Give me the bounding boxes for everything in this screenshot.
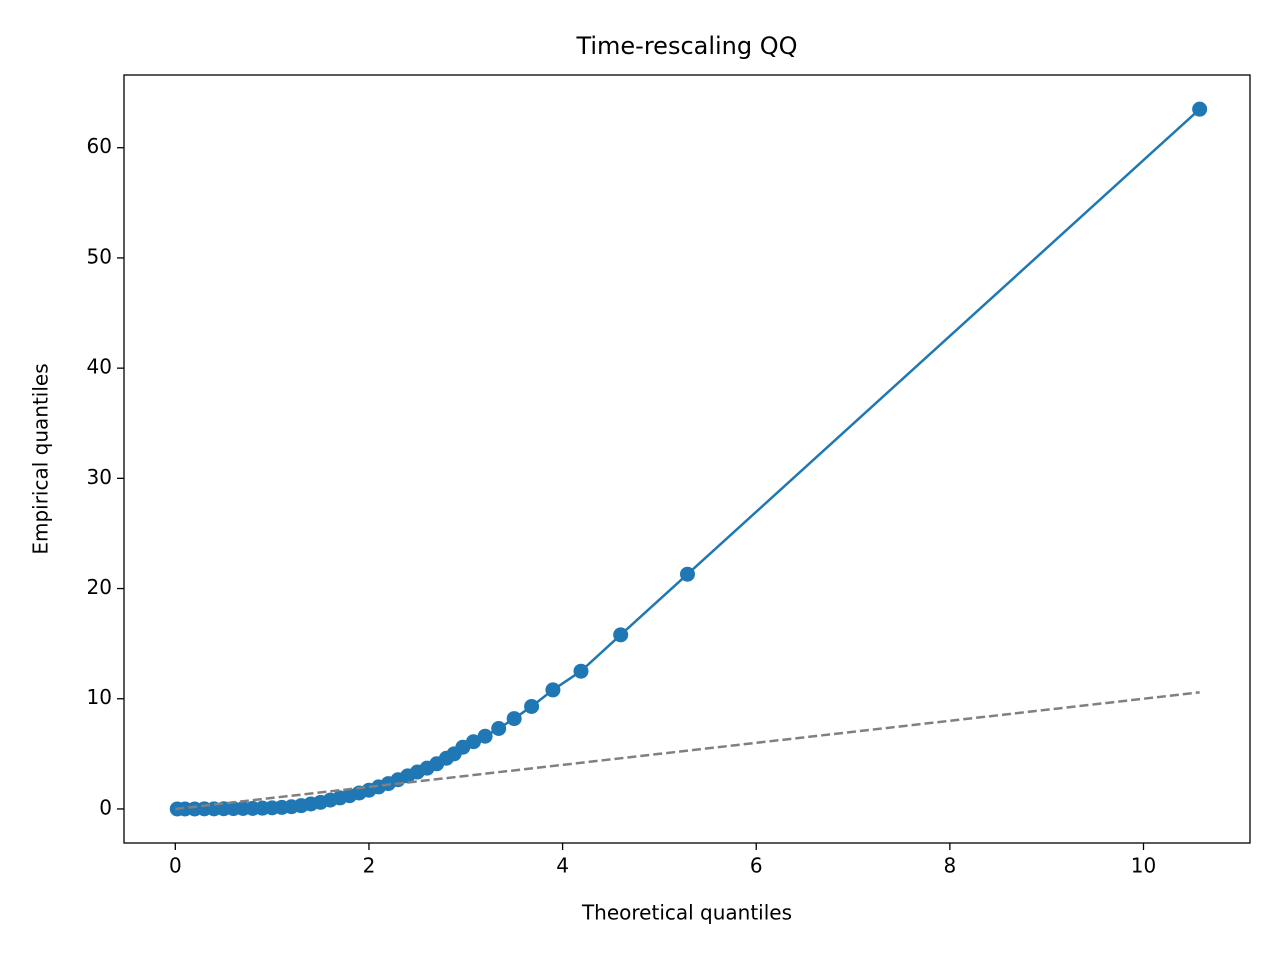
point bbox=[524, 698, 540, 714]
x-tick-label: 6 bbox=[750, 854, 763, 878]
y-tick-label: 60 bbox=[87, 134, 112, 158]
y-tick-label: 20 bbox=[87, 575, 112, 599]
point bbox=[506, 711, 522, 727]
point bbox=[466, 734, 482, 750]
plot-frame bbox=[123, 74, 1251, 844]
point bbox=[573, 663, 589, 679]
point bbox=[1192, 101, 1208, 117]
x-tick-label: 8 bbox=[943, 854, 956, 878]
y-tick-label: 30 bbox=[87, 465, 112, 489]
y-axis-label: Empirical quantiles bbox=[29, 363, 53, 554]
x-axis-label: Theoretical quantiles bbox=[581, 901, 792, 925]
point bbox=[545, 682, 561, 698]
y-tick-label: 0 bbox=[99, 795, 112, 819]
series-line bbox=[175, 691, 1200, 811]
point bbox=[477, 728, 493, 744]
x-tick-label: 4 bbox=[556, 854, 569, 878]
x-tick-label: 10 bbox=[1131, 854, 1156, 878]
x-tick-label: 0 bbox=[169, 854, 182, 878]
point bbox=[613, 627, 629, 643]
x-tick-label: 2 bbox=[363, 854, 376, 878]
y-tick-label: 40 bbox=[87, 355, 112, 379]
point bbox=[491, 720, 507, 736]
chart-title: Time-rescaling QQ bbox=[575, 32, 797, 60]
y-tick-label: 50 bbox=[87, 244, 112, 268]
y-tick-label: 10 bbox=[87, 685, 112, 709]
point bbox=[679, 566, 695, 582]
